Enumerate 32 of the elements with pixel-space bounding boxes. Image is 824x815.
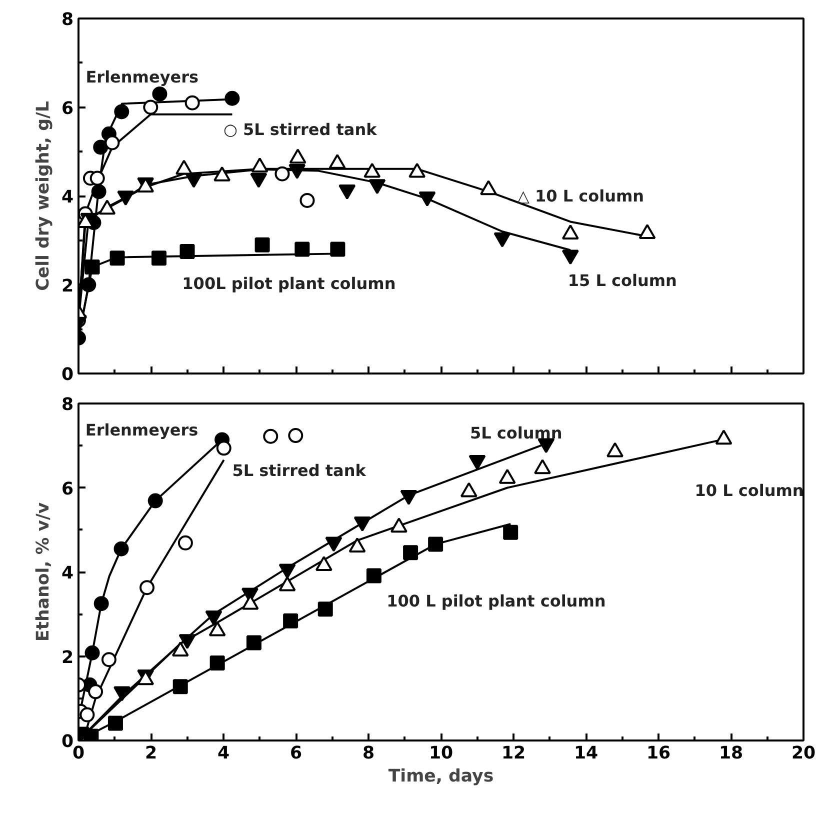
annotation: △ 10 L column [517,186,644,206]
y-tick-label: 2 [61,648,74,668]
x-tick-label: 10 [428,744,454,764]
y-tick-label: 4 [61,564,74,584]
y-tick-label: 0 [61,365,74,385]
x-tick-label: 8 [362,744,375,764]
x-axis-title: Time, days [388,766,494,786]
y-tick-label: 4 [61,188,74,208]
annotation: 15 L column [568,270,677,290]
y-tick-label: 2 [61,276,74,296]
y-axis-title: Ethanol, % v/v [33,502,54,642]
annotation: 100L pilot plant column [182,274,396,293]
y-tick-label: 6 [61,98,74,119]
annotation: Erlenmeyers [85,420,198,440]
annotation: 5L column [470,423,562,442]
annotation: 5L stirred tank [232,460,366,480]
y-tick-label: 6 [61,479,74,500]
x-tick-label: 6 [290,744,302,764]
x-tick-label: 4 [217,744,230,764]
annotation: 100 L pilot plant column [386,592,606,611]
annotation: Erlenmeyers [86,68,199,87]
x-tick-label: 14 [574,744,598,764]
x-tick-label: 20 [791,744,816,764]
x-tick-label: 12 [501,744,526,764]
y-tick-label: 8 [61,10,74,30]
y-tick-label: 8 [61,395,74,415]
annotation: ○ 5L stirred tank [224,120,378,139]
x-tick-label: 18 [718,744,744,764]
x-tick-label: 2 [144,744,158,764]
x-tick-label: 16 [646,744,671,764]
y-axis-title: Cell dry weight, g/L [33,101,54,291]
annotation: 10 L column [694,481,804,500]
